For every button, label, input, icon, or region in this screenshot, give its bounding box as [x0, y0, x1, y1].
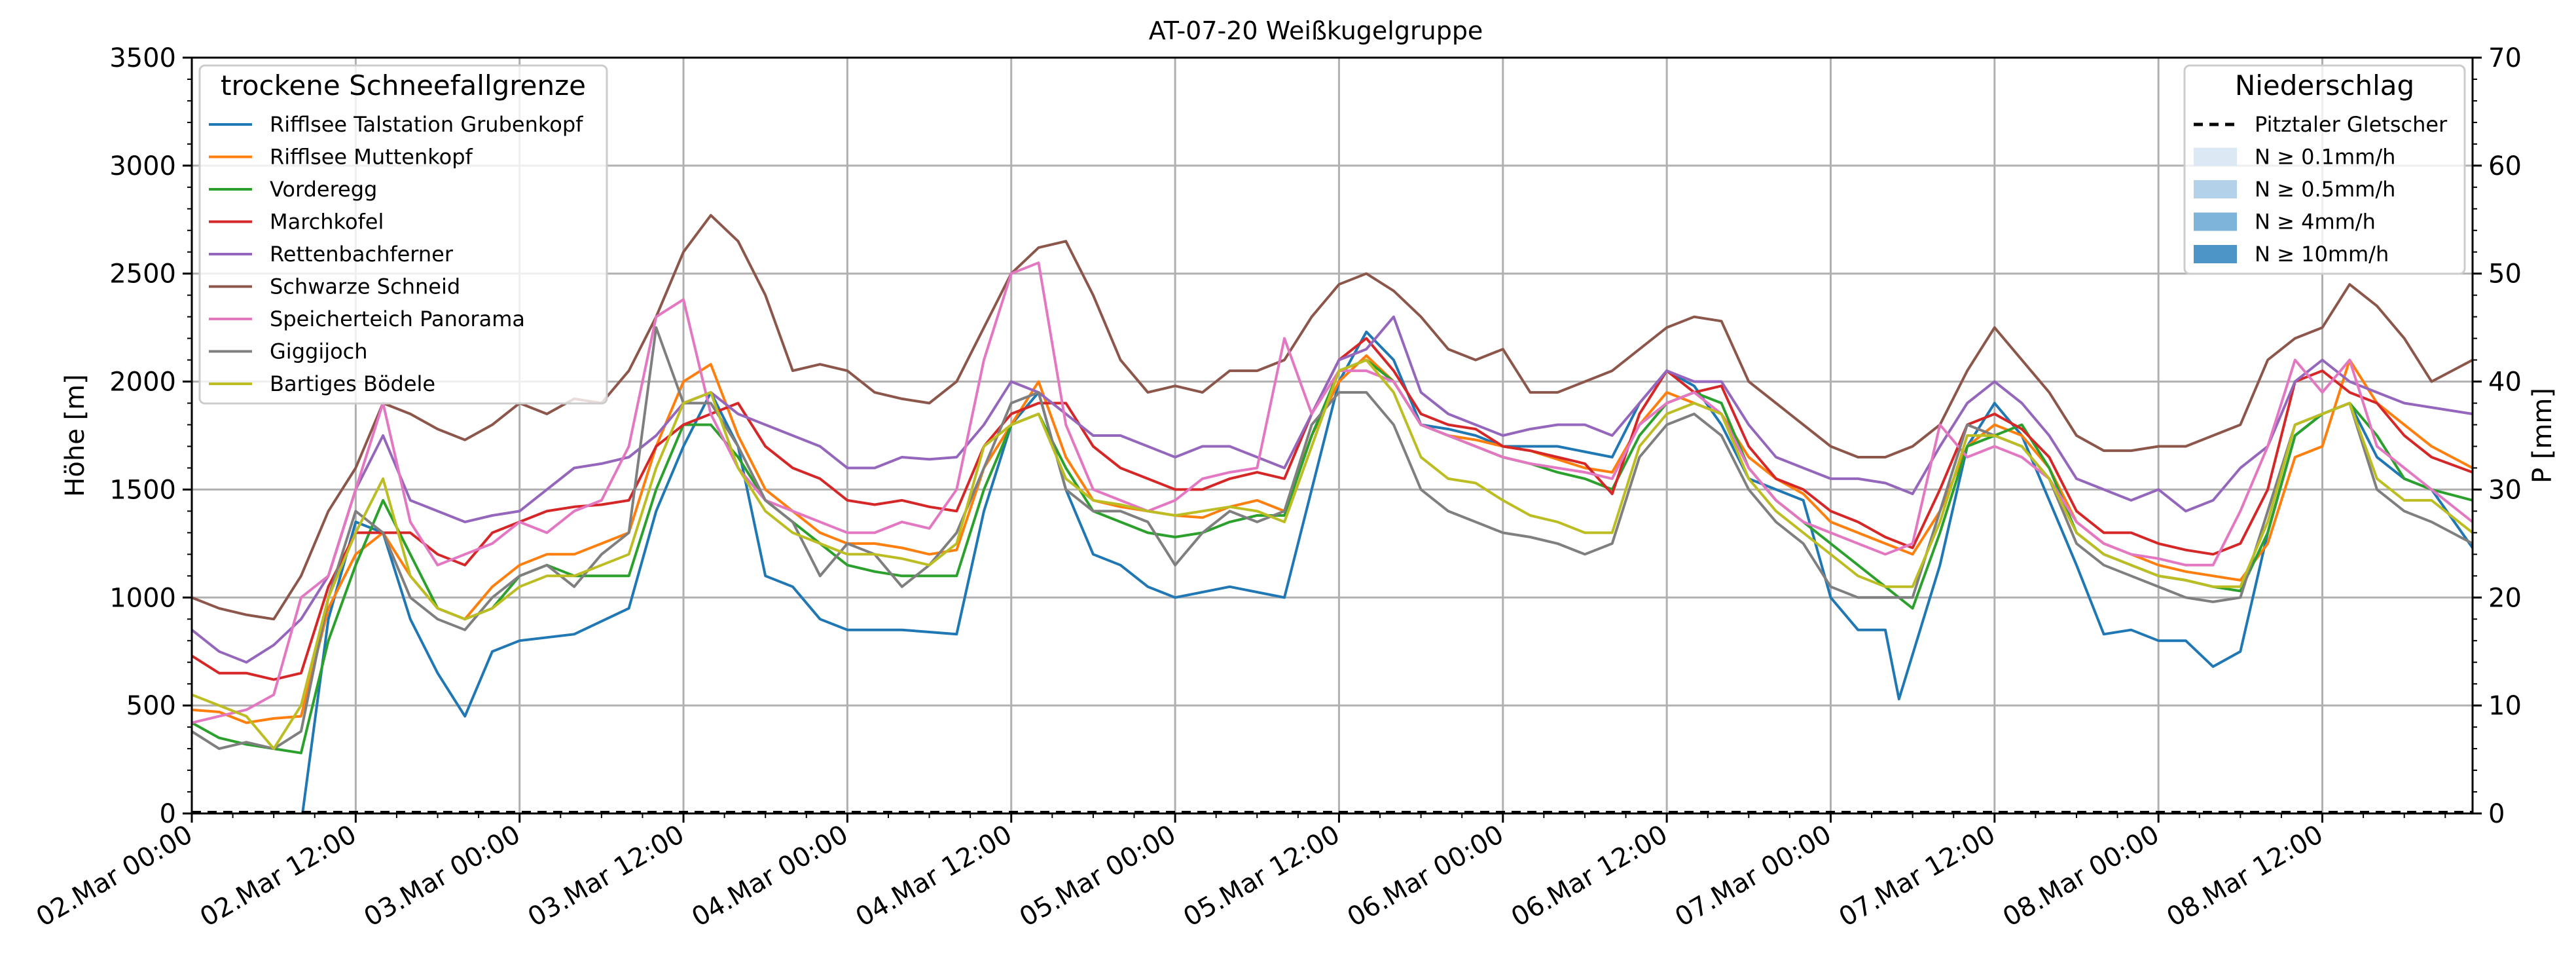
y2-tick-label: 50 [2488, 259, 2522, 289]
series-line [192, 261, 2473, 724]
legend-entry: N ≥ 10mm/h [2255, 242, 2389, 267]
y-tick-label: 2500 [109, 259, 176, 289]
legend-left-title: trockene Schneefallgrenze [221, 69, 586, 102]
legend-right-box [2183, 64, 2466, 275]
legend-entry: N ≥ 0.1mm/h [2255, 145, 2395, 170]
legend-entry: Bartiges Bödele [270, 371, 435, 396]
legend-entry: Rifflsee Talstation Grubenkopf [270, 112, 583, 137]
legend-swatch [2194, 212, 2237, 231]
legend-left-box [198, 64, 608, 405]
x-tick-label: 06.Mar 00:00 [1342, 819, 1508, 933]
chart-title: AT-07-20 Weißkugelgruppe [1149, 16, 1483, 45]
y-axis-right: 0 10 20 30 40 50 60 70 [2473, 43, 2522, 829]
x-tick-label: 03.Mar 12:00 [523, 819, 689, 933]
y-tick-label: 1000 [109, 583, 176, 613]
legend-swatch [2194, 147, 2237, 166]
x-tick-label: 06.Mar 12:00 [1506, 819, 1673, 933]
legend-entry: Marchkofel [270, 210, 384, 234]
x-tick-label: 04.Mar 12:00 [850, 819, 1017, 933]
legend-entry: Rifflsee Muttenkopf [270, 145, 473, 170]
y-tick-label: 1500 [109, 475, 176, 505]
x-tick-label: 02.Mar 00:00 [31, 819, 198, 933]
legend-entry: Rettenbachferner [270, 242, 454, 267]
y2-tick-label: 30 [2488, 475, 2522, 505]
y2-tick-label: 20 [2488, 583, 2522, 613]
y2-tick-label: 0 [2488, 799, 2505, 829]
series-lines [192, 214, 2473, 813]
x-tick-label: 07.Mar 00:00 [1670, 819, 1836, 933]
x-tick-label: 03.Mar 00:00 [359, 819, 525, 933]
legend-entry: N ≥ 0.5mm/h [2255, 177, 2395, 202]
legend-swatch [2194, 245, 2237, 263]
x-tick-label: 05.Mar 00:00 [1015, 819, 1181, 933]
series-line [301, 330, 2473, 813]
y2-tick-label: 60 [2488, 151, 2522, 181]
series-line [192, 315, 2473, 664]
legend-entry: Schwarze Schneid [270, 274, 460, 299]
y2-tick-label: 40 [2488, 367, 2522, 398]
legend-right-title: Niederschlag [2235, 69, 2414, 102]
series-line [192, 358, 2473, 751]
plot-frame [190, 56, 2474, 815]
legend-snowline: trockene Schneefallgrenze Rifflsee Talsta… [198, 64, 608, 405]
x-tick-label: 04.Mar 00:00 [687, 819, 853, 933]
legend-entry: Giggijoch [270, 339, 368, 364]
y-tick-label: 3000 [109, 151, 176, 181]
legend-entry: N ≥ 4mm/h [2255, 210, 2376, 234]
legend-entry: Speicherteich Panorama [270, 307, 525, 331]
y-tick-label: 0 [160, 799, 176, 829]
y-axis-left: 0 500 1000 1500 2000 2500 3000 3500 [109, 43, 192, 829]
y-tick-label: 500 [126, 691, 176, 721]
x-tick-label: 08.Mar 00:00 [1998, 819, 2164, 933]
series-line [192, 358, 2473, 755]
legend-swatch [2194, 180, 2237, 198]
legend-entry: Pitztaler Gletscher [2255, 112, 2448, 137]
y-tick-label: 2000 [109, 367, 176, 398]
y2-tick-label: 70 [2488, 43, 2522, 73]
legend-precipitation: Niederschlag Pitztaler Gletscher N ≥ 0.1mm… [2183, 64, 2466, 275]
y-tick-label: 3500 [109, 43, 176, 73]
x-tick-label: 07.Mar 12:00 [1834, 819, 2001, 933]
x-tick-label: 08.Mar 12:00 [2162, 819, 2328, 933]
legend-entry: Vorderegg [270, 177, 377, 202]
y-axis-label: Höhe [m] [60, 374, 90, 496]
x-tick-label: 05.Mar 12:00 [1178, 819, 1345, 933]
y2-tick-label: 10 [2488, 691, 2522, 721]
x-tick-label: 02.Mar 12:00 [195, 819, 361, 933]
y2-axis-label: P [mm] [2528, 388, 2558, 483]
